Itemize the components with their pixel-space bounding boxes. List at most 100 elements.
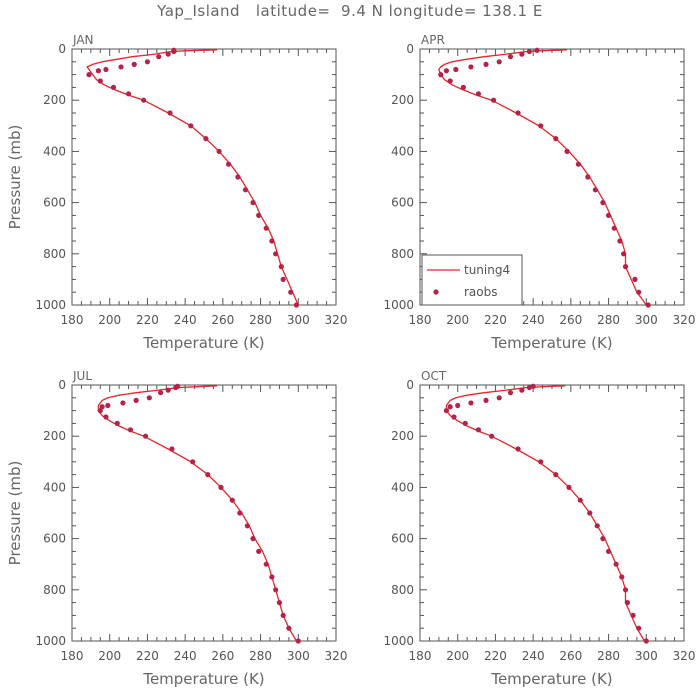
data-point-raobs — [158, 390, 164, 396]
legend-point-marker — [433, 289, 439, 295]
data-point-raobs — [600, 536, 606, 542]
y-tick-label: 400 — [391, 480, 414, 494]
data-point-raobs — [630, 612, 636, 619]
data-point-raobs — [242, 187, 249, 193]
x-tick-label: 260 — [559, 649, 582, 663]
data-point-raobs — [97, 78, 103, 84]
data-point-raobs — [566, 484, 572, 490]
data-point-raobs — [167, 110, 173, 116]
x-tick-label: 220 — [484, 313, 507, 327]
x-tick-label: 200 — [446, 649, 469, 663]
data-point-raobs — [622, 264, 629, 270]
data-point-raobs — [455, 402, 461, 409]
data-point-raobs — [218, 484, 224, 490]
x-tick-label: 240 — [522, 313, 545, 327]
data-point-raobs — [526, 384, 532, 391]
data-point-raobs — [594, 523, 600, 529]
data-point-raobs — [605, 548, 612, 555]
data-point-raobs — [443, 68, 449, 74]
panel-jan: 180 200 220 240 260 280 300 320 0 200 400 600 800 100… — [6, 33, 347, 352]
data-point-raobs — [110, 84, 117, 90]
y-axis-label: Pressure (mb) — [6, 125, 24, 230]
y-tick-label: 0 — [406, 42, 414, 56]
y-tick-label: 1000 — [383, 634, 414, 648]
y-tick-label: 800 — [43, 583, 66, 597]
x-axis-label: Temperature (K) — [142, 334, 264, 352]
y-tick-label: 200 — [391, 429, 414, 443]
data-point-raobs — [127, 427, 134, 433]
data-point-raobs — [619, 574, 625, 580]
x-tick-label: 220 — [136, 313, 159, 327]
x-tick-label: 320 — [673, 313, 696, 327]
data-point-raobs — [585, 174, 591, 180]
data-point-raobs — [489, 433, 495, 439]
data-point-raobs — [103, 66, 109, 73]
panel-oct: 180 200 220 240 260 280 300 320 0 200 400 600 800 100… — [383, 369, 695, 688]
x-axis-label: Temperature (K) — [490, 334, 612, 352]
figure-title: Yap_Island latitude= 9.4 N longitude= 13… — [157, 2, 543, 20]
x-tick-label: 320 — [325, 649, 348, 663]
data-point-raobs — [280, 276, 286, 282]
data-point-raobs — [592, 187, 598, 193]
x-tick-label: 180 — [409, 313, 432, 327]
series-line-tuning4 — [86, 49, 299, 306]
data-point-raobs — [216, 148, 222, 154]
data-point-raobs — [447, 404, 453, 410]
data-point-raobs — [645, 302, 651, 308]
data-point-raobs — [203, 136, 209, 142]
data-point-raobs — [171, 48, 177, 55]
data-point-raobs — [624, 600, 631, 606]
legend-box — [421, 254, 523, 306]
data-point-raobs — [636, 289, 642, 295]
data-point-raobs — [225, 161, 232, 167]
data-point-raobs — [105, 402, 111, 409]
data-point-raobs — [621, 251, 627, 257]
x-tick-label: 300 — [287, 313, 310, 327]
x-tick-label: 240 — [174, 313, 197, 327]
data-point-raobs — [269, 574, 275, 580]
data-point-raobs — [141, 97, 147, 103]
x-tick-label: 220 — [484, 649, 507, 663]
data-point-raobs — [244, 523, 250, 529]
x-tick-label: 180 — [409, 649, 432, 663]
x-tick-label: 180 — [61, 313, 84, 327]
data-point-raobs — [97, 408, 103, 414]
data-point-raobs — [538, 123, 544, 129]
data-point-raobs — [553, 136, 559, 142]
data-point-raobs — [538, 459, 544, 465]
data-point-raobs — [468, 400, 474, 406]
y-tick-label: 600 — [43, 532, 66, 546]
data-point-raobs — [605, 212, 612, 218]
data-point-raobs — [496, 395, 502, 401]
data-point-raobs — [263, 225, 269, 231]
data-point-raobs — [507, 54, 514, 60]
data-point-raobs — [496, 59, 502, 65]
plot-frame — [419, 384, 685, 642]
y-tick-label: 0 — [406, 378, 414, 392]
data-point-raobs — [269, 238, 275, 244]
data-point-raobs — [460, 84, 466, 90]
data-point-raobs — [165, 387, 171, 393]
x-tick-label: 300 — [287, 649, 310, 663]
y-tick-label: 600 — [43, 196, 66, 210]
data-point-raobs — [519, 387, 525, 393]
data-point-raobs — [643, 638, 649, 644]
data-point-raobs — [451, 414, 457, 420]
y-tick-label: 0 — [58, 378, 66, 392]
data-point-raobs — [286, 625, 292, 631]
data-point-raobs — [462, 420, 468, 426]
y-tick-label: 200 — [391, 93, 414, 107]
y-tick-label: 800 — [43, 247, 66, 261]
x-tick-label: 240 — [522, 649, 545, 663]
data-point-raobs — [250, 536, 256, 542]
y-tick-label: 600 — [391, 196, 414, 210]
data-point-raobs — [205, 472, 211, 478]
data-point-raobs — [142, 433, 149, 439]
x-tick-label: 280 — [597, 313, 620, 327]
x-tick-label: 200 — [98, 649, 121, 663]
data-point-raobs — [515, 446, 521, 452]
data-point-raobs — [229, 497, 235, 503]
data-point-raobs — [475, 91, 482, 97]
data-point-raobs — [490, 97, 497, 103]
